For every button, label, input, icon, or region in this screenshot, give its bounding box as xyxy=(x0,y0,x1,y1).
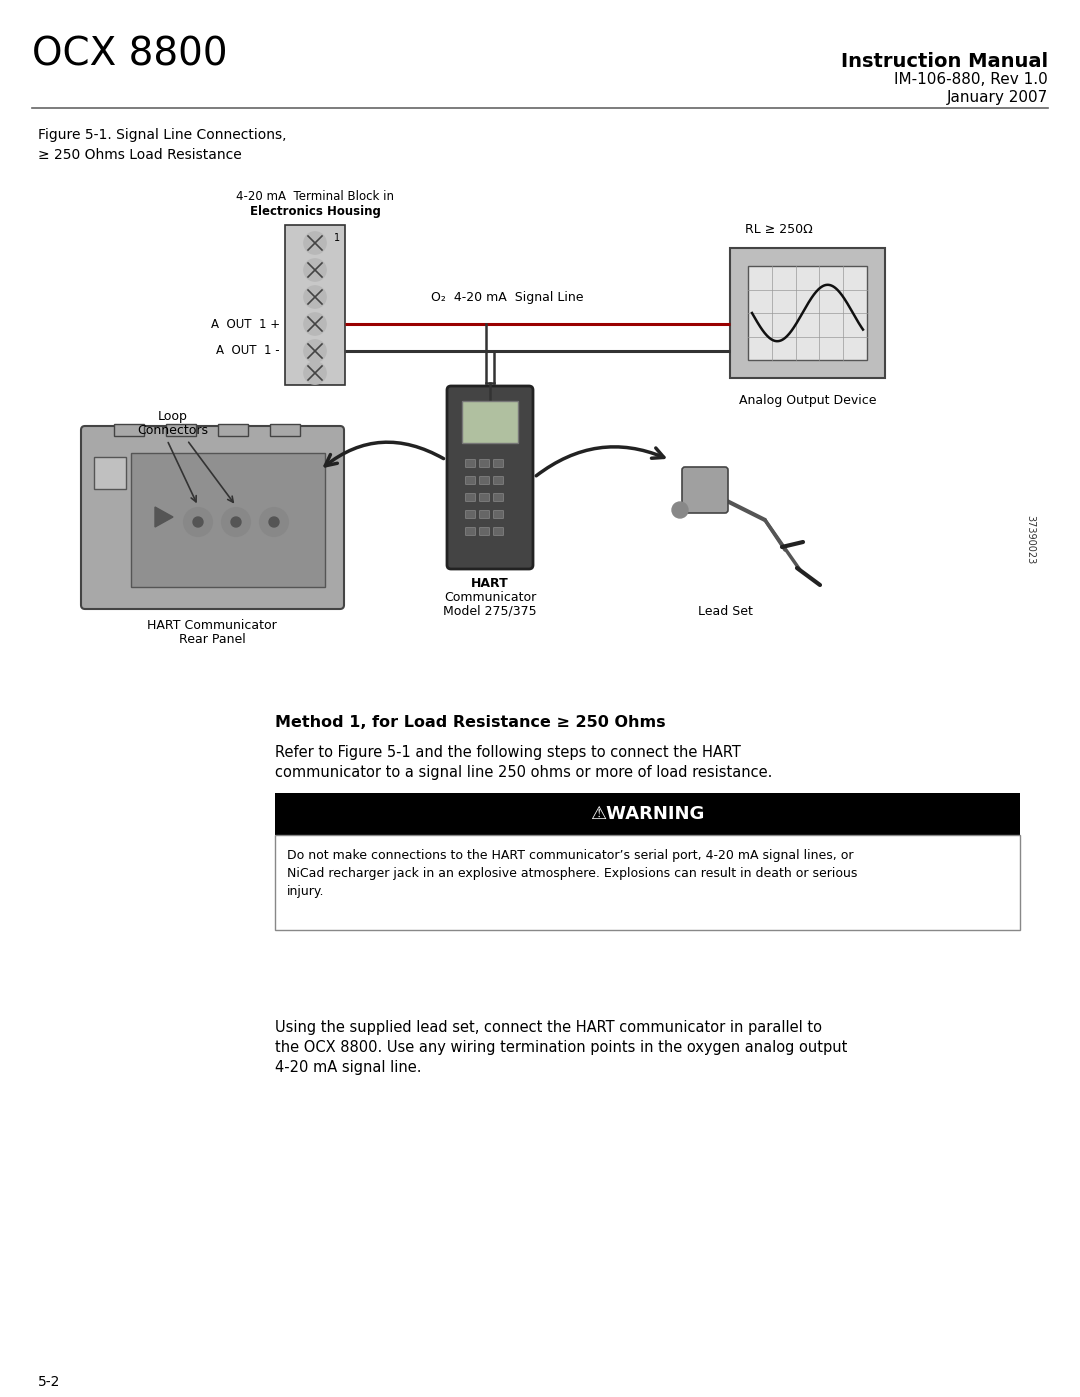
Text: 4-20 mA signal line.: 4-20 mA signal line. xyxy=(275,1060,421,1076)
FancyBboxPatch shape xyxy=(166,425,195,436)
FancyBboxPatch shape xyxy=(465,528,475,535)
FancyBboxPatch shape xyxy=(494,528,503,535)
Text: Using the supplied lead set, connect the HART communicator in parallel to: Using the supplied lead set, connect the… xyxy=(275,1020,822,1035)
Text: January 2007: January 2007 xyxy=(947,89,1048,105)
Text: Model 275/375: Model 275/375 xyxy=(443,605,537,617)
Circle shape xyxy=(303,286,326,307)
Text: Method 1, for Load Resistance ≥ 250 Ohms: Method 1, for Load Resistance ≥ 250 Ohms xyxy=(275,715,665,731)
Text: A  OUT  1 -: A OUT 1 - xyxy=(216,345,280,358)
Polygon shape xyxy=(156,507,173,527)
FancyBboxPatch shape xyxy=(681,467,728,513)
Text: Refer to Figure 5-1 and the following steps to connect the HART: Refer to Figure 5-1 and the following st… xyxy=(275,745,741,760)
Circle shape xyxy=(193,517,203,527)
FancyBboxPatch shape xyxy=(494,460,503,468)
FancyBboxPatch shape xyxy=(480,528,489,535)
FancyBboxPatch shape xyxy=(494,476,503,485)
Text: Instruction Manual: Instruction Manual xyxy=(841,52,1048,71)
Text: HART: HART xyxy=(471,577,509,590)
Text: communicator to a signal line 250 ohms or more of load resistance.: communicator to a signal line 250 ohms o… xyxy=(275,766,772,780)
Text: Do not make connections to the HART communicator’s serial port, 4-20 mA signal l: Do not make connections to the HART comm… xyxy=(287,849,853,862)
Text: Connectors: Connectors xyxy=(137,425,208,437)
FancyBboxPatch shape xyxy=(465,476,475,485)
Text: injury.: injury. xyxy=(287,886,324,898)
FancyBboxPatch shape xyxy=(462,401,518,443)
FancyBboxPatch shape xyxy=(465,510,475,518)
Text: ⚠WARNING: ⚠WARNING xyxy=(591,805,704,823)
Text: Electronics Housing: Electronics Housing xyxy=(249,205,380,218)
Circle shape xyxy=(269,517,279,527)
Circle shape xyxy=(222,509,249,536)
FancyBboxPatch shape xyxy=(94,457,126,489)
Text: Loop: Loop xyxy=(158,409,188,423)
Text: RL ≥ 250Ω: RL ≥ 250Ω xyxy=(745,224,813,236)
Text: the OCX 8800. Use any wiring termination points in the oxygen analog output: the OCX 8800. Use any wiring termination… xyxy=(275,1039,848,1055)
Text: Communicator: Communicator xyxy=(444,591,536,604)
FancyBboxPatch shape xyxy=(131,453,325,587)
Circle shape xyxy=(184,509,212,536)
Text: IM-106-880, Rev 1.0: IM-106-880, Rev 1.0 xyxy=(894,73,1048,87)
Text: 5-2: 5-2 xyxy=(38,1375,60,1389)
FancyBboxPatch shape xyxy=(275,835,1020,930)
Text: Lead Set: Lead Set xyxy=(698,605,753,617)
FancyBboxPatch shape xyxy=(480,460,489,468)
Text: O₂  4-20 mA  Signal Line: O₂ 4-20 mA Signal Line xyxy=(431,291,584,305)
FancyBboxPatch shape xyxy=(270,425,300,436)
FancyBboxPatch shape xyxy=(480,493,489,502)
Text: OCX 8800: OCX 8800 xyxy=(32,36,228,74)
Circle shape xyxy=(303,258,326,281)
Text: ≥ 250 Ohms Load Resistance: ≥ 250 Ohms Load Resistance xyxy=(38,148,242,162)
FancyBboxPatch shape xyxy=(465,493,475,502)
FancyBboxPatch shape xyxy=(494,493,503,502)
Circle shape xyxy=(303,339,326,362)
FancyBboxPatch shape xyxy=(480,476,489,485)
Circle shape xyxy=(672,502,688,518)
FancyBboxPatch shape xyxy=(81,426,345,609)
FancyBboxPatch shape xyxy=(480,510,489,518)
Circle shape xyxy=(303,313,326,335)
Circle shape xyxy=(303,232,326,254)
Text: Rear Panel: Rear Panel xyxy=(178,633,245,645)
Text: Analog Output Device: Analog Output Device xyxy=(739,394,876,407)
FancyBboxPatch shape xyxy=(494,510,503,518)
Circle shape xyxy=(303,362,326,384)
Text: HART Communicator: HART Communicator xyxy=(147,619,276,631)
FancyBboxPatch shape xyxy=(465,460,475,468)
FancyBboxPatch shape xyxy=(748,265,867,360)
FancyBboxPatch shape xyxy=(285,225,345,386)
Text: 1: 1 xyxy=(334,233,340,243)
Text: 37390023: 37390023 xyxy=(1025,515,1035,564)
FancyBboxPatch shape xyxy=(447,386,534,569)
FancyBboxPatch shape xyxy=(275,793,1020,835)
Text: A  OUT  1 +: A OUT 1 + xyxy=(211,317,280,331)
Text: NiCad recharger jack in an explosive atmosphere. Explosions can result in death : NiCad recharger jack in an explosive atm… xyxy=(287,868,858,880)
FancyBboxPatch shape xyxy=(114,425,144,436)
Text: 4-20 mA  Terminal Block in: 4-20 mA Terminal Block in xyxy=(237,190,394,203)
FancyBboxPatch shape xyxy=(730,249,885,379)
Circle shape xyxy=(231,517,241,527)
FancyBboxPatch shape xyxy=(481,420,499,440)
FancyBboxPatch shape xyxy=(218,425,248,436)
Circle shape xyxy=(260,509,288,536)
Text: Figure 5-1. Signal Line Connections,: Figure 5-1. Signal Line Connections, xyxy=(38,129,286,142)
